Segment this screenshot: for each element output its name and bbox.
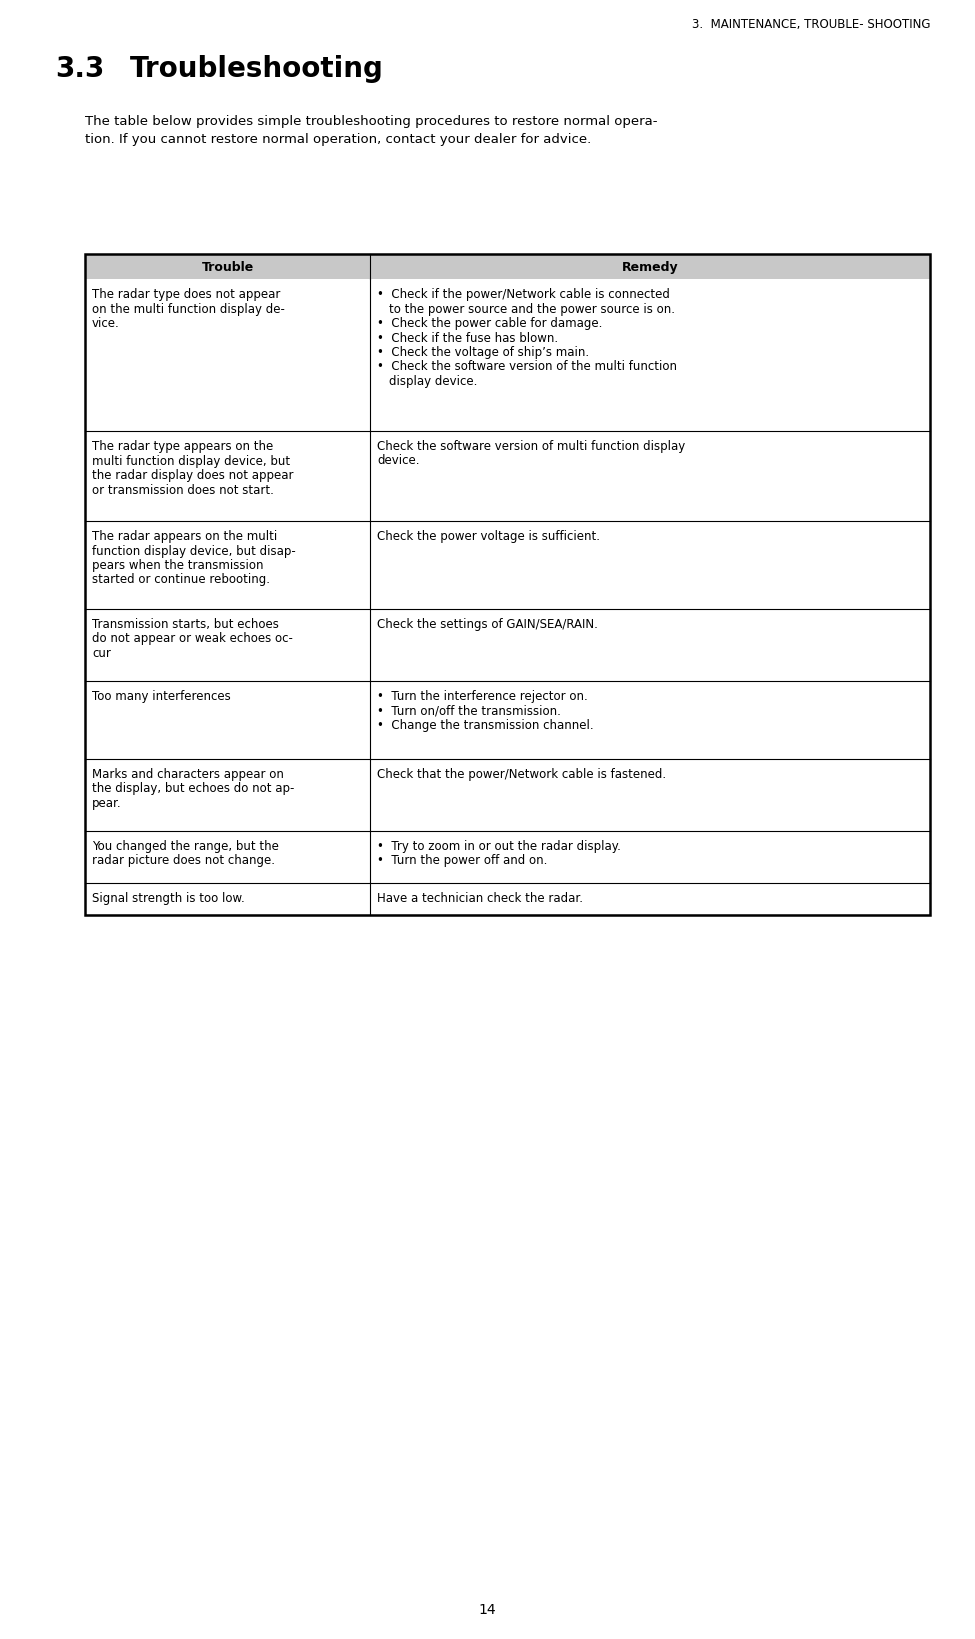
- Text: •  Turn the interference rejector on.: • Turn the interference rejector on.: [377, 690, 588, 703]
- Text: function display device, but disap-: function display device, but disap-: [92, 544, 295, 557]
- Text: tion. If you cannot restore normal operation, contact your dealer for advice.: tion. If you cannot restore normal opera…: [85, 133, 591, 146]
- Text: Troubleshooting: Troubleshooting: [130, 56, 384, 84]
- Text: 3.3: 3.3: [55, 56, 104, 84]
- Text: 14: 14: [479, 1601, 496, 1616]
- Text: the display, but echoes do not ap-: the display, but echoes do not ap-: [92, 782, 294, 795]
- Text: display device.: display device.: [389, 375, 478, 388]
- Text: Check the settings of GAIN/SEA/RAIN.: Check the settings of GAIN/SEA/RAIN.: [377, 618, 598, 631]
- Text: •  Try to zoom in or out the radar display.: • Try to zoom in or out the radar displa…: [377, 839, 621, 852]
- Text: vice.: vice.: [92, 316, 120, 329]
- Text: Marks and characters appear on: Marks and characters appear on: [92, 767, 284, 780]
- Text: Too many interferences: Too many interferences: [92, 690, 231, 703]
- Text: The radar type does not appear: The radar type does not appear: [92, 288, 281, 302]
- Text: on the multi function display de-: on the multi function display de-: [92, 302, 285, 315]
- Text: •  Check the software version of the multi function: • Check the software version of the mult…: [377, 361, 677, 374]
- Text: Check the power voltage is sufficient.: Check the power voltage is sufficient.: [377, 529, 600, 543]
- Text: •  Check the power cable for damage.: • Check the power cable for damage.: [377, 316, 603, 329]
- Text: •  Check the voltage of ship’s main.: • Check the voltage of ship’s main.: [377, 346, 589, 359]
- Text: or transmission does not start.: or transmission does not start.: [92, 484, 274, 497]
- Text: •  Change the transmission channel.: • Change the transmission channel.: [377, 718, 594, 731]
- Text: to the power source and the power source is on.: to the power source and the power source…: [389, 302, 675, 315]
- Text: device.: device.: [377, 454, 419, 467]
- Text: radar picture does not change.: radar picture does not change.: [92, 854, 275, 867]
- Text: cur: cur: [92, 647, 111, 659]
- Text: do not appear or weak echoes oc-: do not appear or weak echoes oc-: [92, 633, 292, 646]
- Bar: [85, 254, 930, 280]
- Bar: [85, 254, 930, 916]
- Text: pear.: pear.: [92, 797, 122, 810]
- Text: Check that the power/Network cable is fastened.: Check that the power/Network cable is fa…: [377, 767, 666, 780]
- Text: 3.  MAINTENANCE, TROUBLE- SHOOTING: 3. MAINTENANCE, TROUBLE- SHOOTING: [691, 18, 930, 31]
- Text: the radar display does not appear: the radar display does not appear: [92, 469, 293, 482]
- Text: •  Check if the power/Network cable is connected: • Check if the power/Network cable is co…: [377, 288, 670, 302]
- Text: The radar type appears on the: The radar type appears on the: [92, 439, 273, 452]
- Text: Remedy: Remedy: [622, 261, 679, 274]
- Text: •  Turn the power off and on.: • Turn the power off and on.: [377, 854, 547, 867]
- Text: Trouble: Trouble: [202, 261, 254, 274]
- Text: started or continue rebooting.: started or continue rebooting.: [92, 574, 270, 587]
- Text: Transmission starts, but echoes: Transmission starts, but echoes: [92, 618, 279, 631]
- Text: You changed the range, but the: You changed the range, but the: [92, 839, 279, 852]
- Text: Have a technician check the radar.: Have a technician check the radar.: [377, 892, 583, 905]
- Text: pears when the transmission: pears when the transmission: [92, 559, 263, 572]
- Text: Signal strength is too low.: Signal strength is too low.: [92, 892, 245, 905]
- Text: •  Turn on/off the transmission.: • Turn on/off the transmission.: [377, 705, 561, 718]
- Text: •  Check if the fuse has blown.: • Check if the fuse has blown.: [377, 331, 558, 344]
- Text: multi function display device, but: multi function display device, but: [92, 454, 291, 467]
- Text: The table below provides simple troubleshooting procedures to restore normal ope: The table below provides simple troubles…: [85, 115, 657, 128]
- Text: Check the software version of multi function display: Check the software version of multi func…: [377, 439, 685, 452]
- Text: The radar appears on the multi: The radar appears on the multi: [92, 529, 277, 543]
